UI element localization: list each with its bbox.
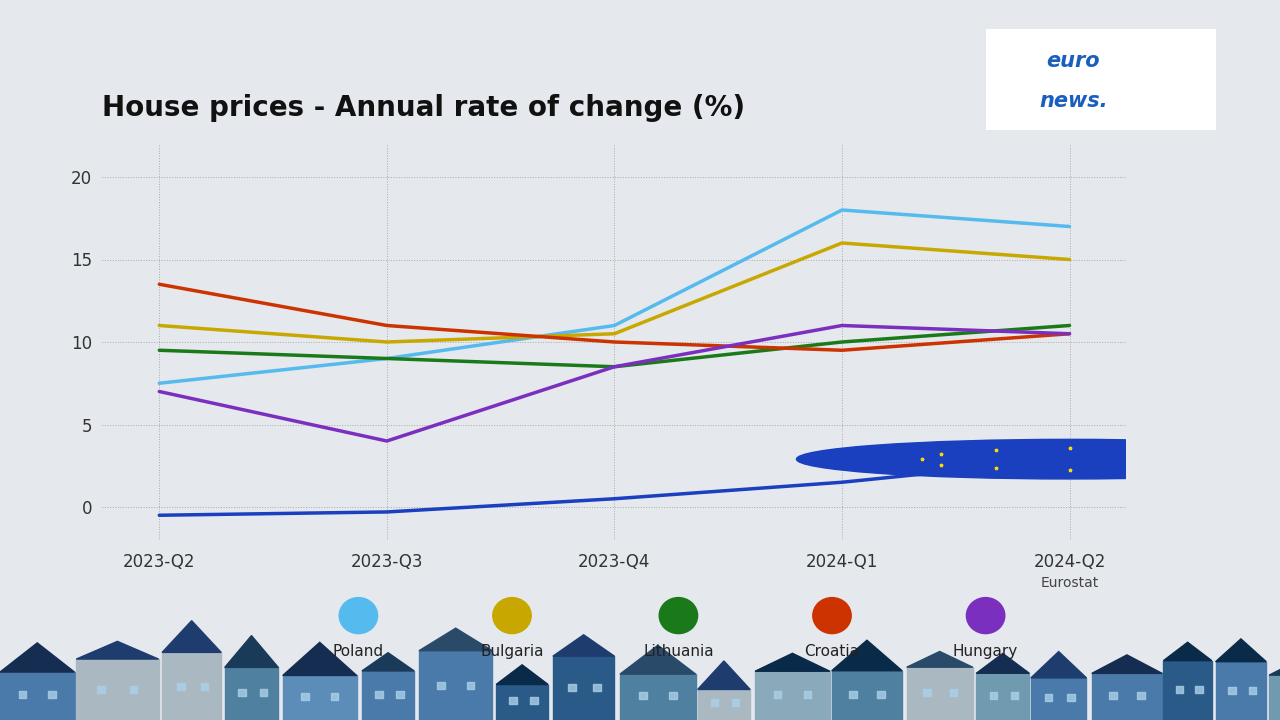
Text: Hungary: Hungary bbox=[954, 644, 1018, 659]
Text: euro: euro bbox=[1046, 51, 1100, 71]
Polygon shape bbox=[698, 661, 750, 690]
Polygon shape bbox=[1216, 639, 1266, 662]
Polygon shape bbox=[620, 645, 696, 674]
Polygon shape bbox=[553, 635, 614, 656]
Text: news.: news. bbox=[1039, 91, 1107, 112]
Polygon shape bbox=[1268, 657, 1280, 675]
Text: Lithuania: Lithuania bbox=[643, 644, 714, 659]
Polygon shape bbox=[362, 653, 415, 671]
Text: Eurostat: Eurostat bbox=[1041, 576, 1098, 590]
Polygon shape bbox=[0, 643, 74, 672]
Polygon shape bbox=[283, 642, 357, 675]
Text: Croatia: Croatia bbox=[805, 644, 859, 659]
Polygon shape bbox=[1092, 655, 1162, 673]
Polygon shape bbox=[832, 640, 902, 671]
Polygon shape bbox=[225, 636, 278, 667]
Polygon shape bbox=[906, 652, 973, 667]
Text: Bulgaria: Bulgaria bbox=[480, 644, 544, 659]
Polygon shape bbox=[755, 653, 829, 671]
Polygon shape bbox=[77, 642, 159, 659]
Polygon shape bbox=[497, 665, 548, 685]
Text: House prices - Annual rate of change (%): House prices - Annual rate of change (%) bbox=[102, 94, 745, 122]
Circle shape bbox=[796, 439, 1280, 479]
Polygon shape bbox=[977, 654, 1029, 673]
Polygon shape bbox=[163, 621, 221, 652]
Text: Poland: Poland bbox=[333, 644, 384, 659]
Polygon shape bbox=[1030, 652, 1087, 678]
Polygon shape bbox=[1164, 642, 1212, 661]
Polygon shape bbox=[419, 628, 493, 651]
